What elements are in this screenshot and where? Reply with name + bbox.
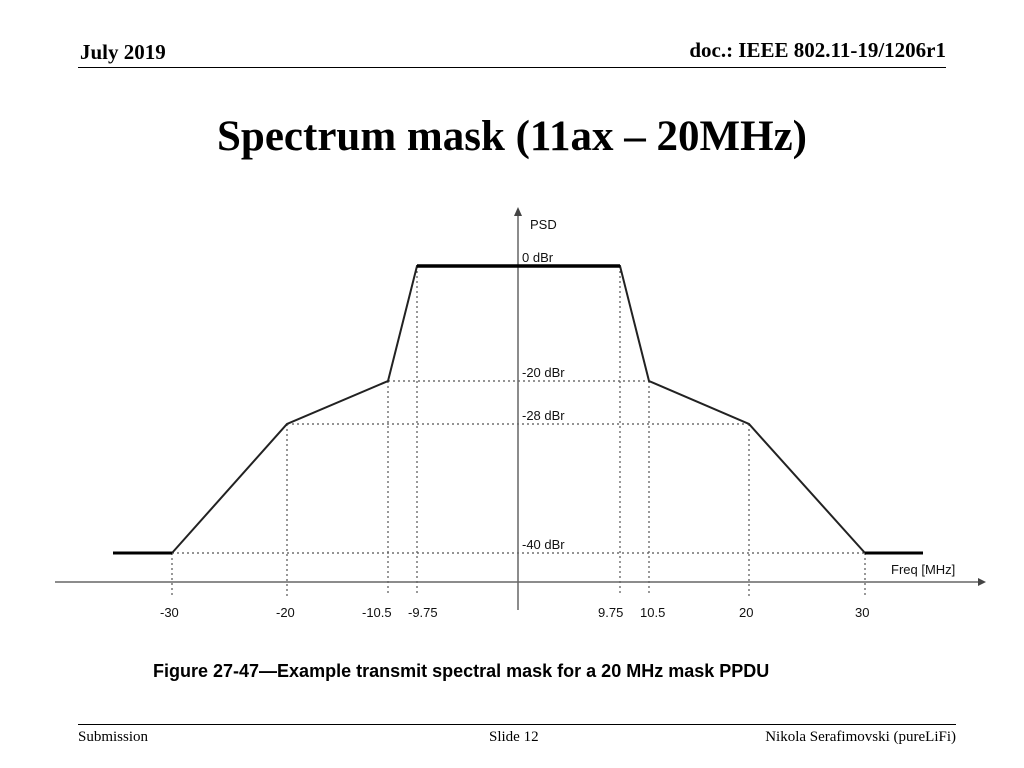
- slide-title: Spectrum mask (11ax – 20MHz): [217, 113, 807, 160]
- mask-series: [113, 264, 923, 555]
- header-doc-id: doc.: IEEE 802.11-19/1206r1: [689, 38, 946, 62]
- axes: [55, 207, 986, 610]
- x-tick-label: -20: [276, 605, 295, 620]
- x-tick-label: 20: [739, 605, 753, 620]
- footer-submission: Submission: [78, 729, 149, 745]
- header-date: July 2019: [80, 40, 166, 64]
- y-level-label: -20 dBr: [522, 365, 565, 380]
- chart-labels: 0 dBr -20 dBr -28 dBr -40 dBr PSD Freq [MHz] -…: [160, 217, 955, 620]
- footer-slide-number: Slide 12: [489, 729, 539, 745]
- x-axis-arrow: [978, 578, 986, 586]
- x-tick-label: -10.5: [362, 605, 392, 620]
- footer-divider: [78, 724, 956, 725]
- figure-caption: Figure 27-47—Example transmit spectral m…: [153, 661, 769, 681]
- x-tick-label: 30: [855, 605, 869, 620]
- x-tick-label: -9.75: [408, 605, 438, 620]
- y-level-label: -28 dBr: [522, 408, 565, 423]
- x-axis-label: Freq [MHz]: [891, 562, 955, 577]
- x-tick-label: 10.5: [640, 605, 665, 620]
- y-axis-label: PSD: [530, 217, 557, 232]
- x-tick-label: -30: [160, 605, 179, 620]
- footer-author: Nikola Serafimovski (pureLiFi): [765, 729, 956, 745]
- x-tick-label: 9.75: [598, 605, 623, 620]
- y-level-label: -40 dBr: [522, 537, 565, 552]
- header-divider: [78, 67, 946, 68]
- y-axis-arrow: [514, 207, 522, 216]
- y-level-label: 0 dBr: [522, 250, 554, 265]
